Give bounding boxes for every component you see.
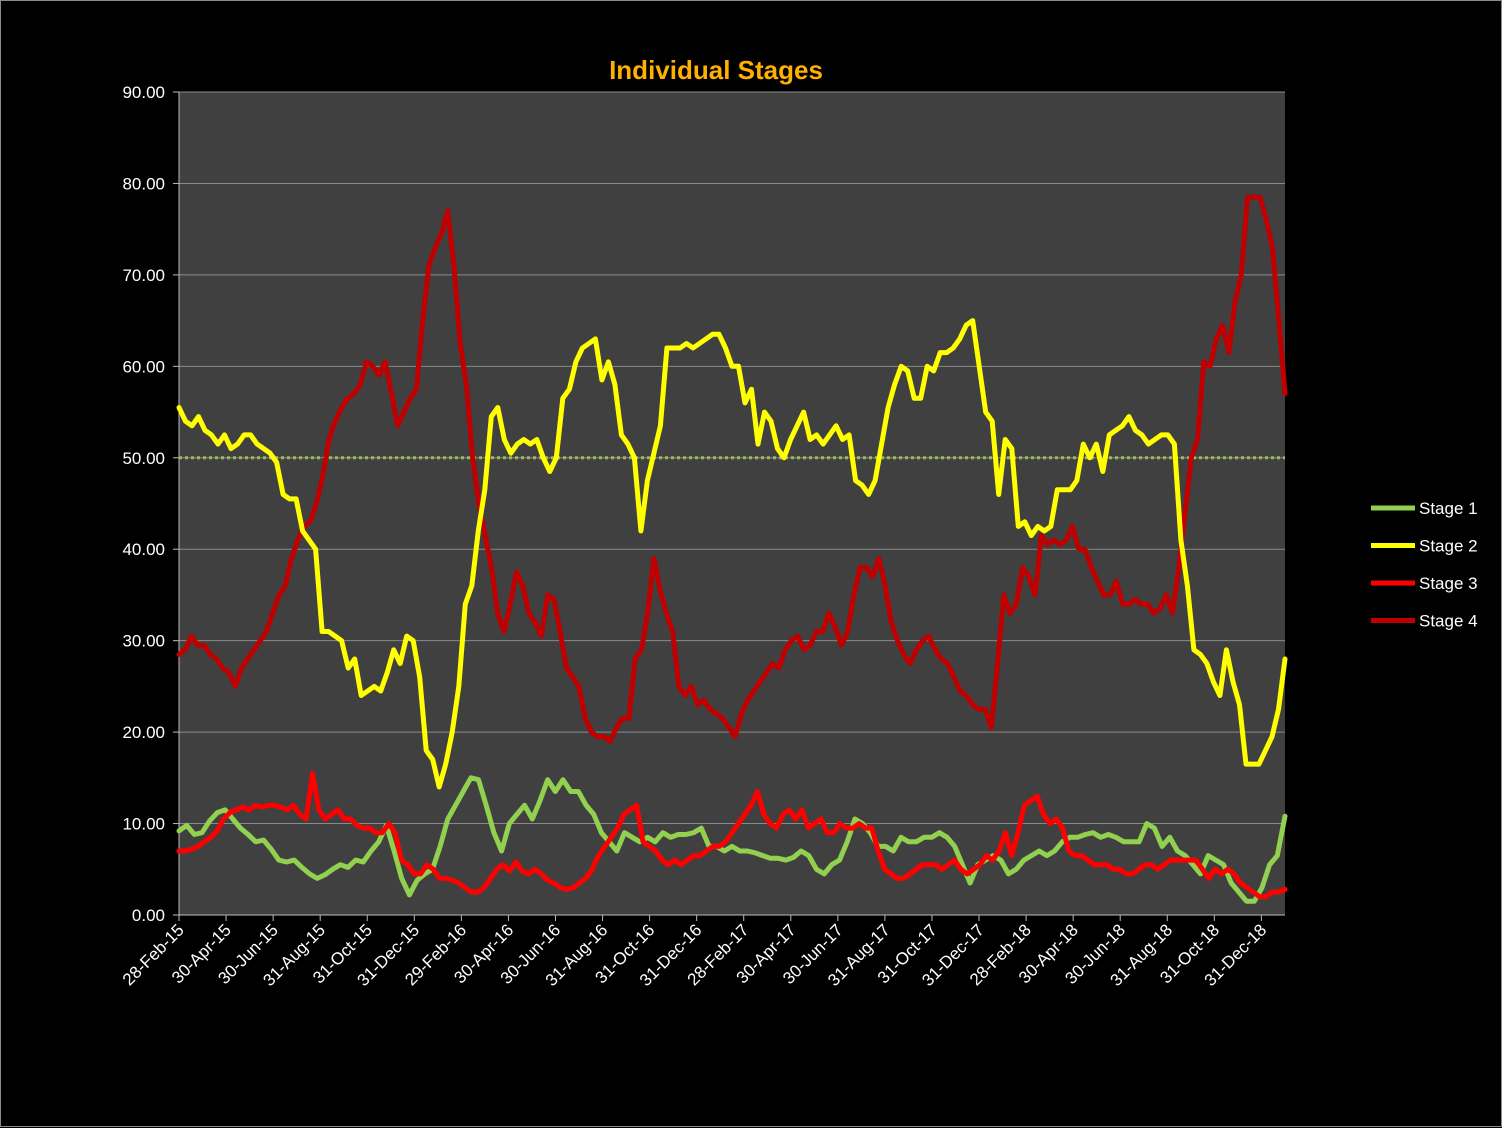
y-tick-label: 40.00 bbox=[122, 540, 165, 559]
series-line-stage-3 bbox=[176, 770, 1288, 900]
chart-title: Individual Stages bbox=[609, 55, 823, 85]
y-tick-label: 30.00 bbox=[122, 632, 165, 651]
series-line-stage-2 bbox=[176, 318, 1288, 790]
plot-area: 0.00 10.00 20.00 30.00 40.00 50.00 60.00 70.00 8… bbox=[119, 83, 1288, 990]
y-tick-label: 80.00 bbox=[122, 174, 165, 193]
legend-label-stage-2: Stage 2 bbox=[1419, 537, 1478, 556]
legend-label-stage-4: Stage 4 bbox=[1419, 612, 1478, 631]
y-tick-label: 20.00 bbox=[122, 723, 165, 742]
legend: Stage 1 Stage 2 Stage 3 Stage 4 bbox=[1371, 499, 1478, 631]
series-line-stage-1 bbox=[176, 775, 1288, 904]
legend-label-stage-3: Stage 3 bbox=[1419, 574, 1478, 593]
legend-label-stage-1: Stage 1 bbox=[1419, 499, 1478, 518]
y-tick-label: 90.00 bbox=[122, 83, 165, 102]
y-tick-label: 0.00 bbox=[132, 906, 165, 925]
y-tick-label: 60.00 bbox=[122, 357, 165, 376]
plot-background bbox=[179, 92, 1285, 915]
series-line-stage-4 bbox=[176, 194, 1288, 744]
y-tick-label: 70.00 bbox=[122, 266, 165, 285]
y-tick-label: 50.00 bbox=[122, 449, 165, 468]
y-tick-label: 10.00 bbox=[122, 815, 165, 834]
